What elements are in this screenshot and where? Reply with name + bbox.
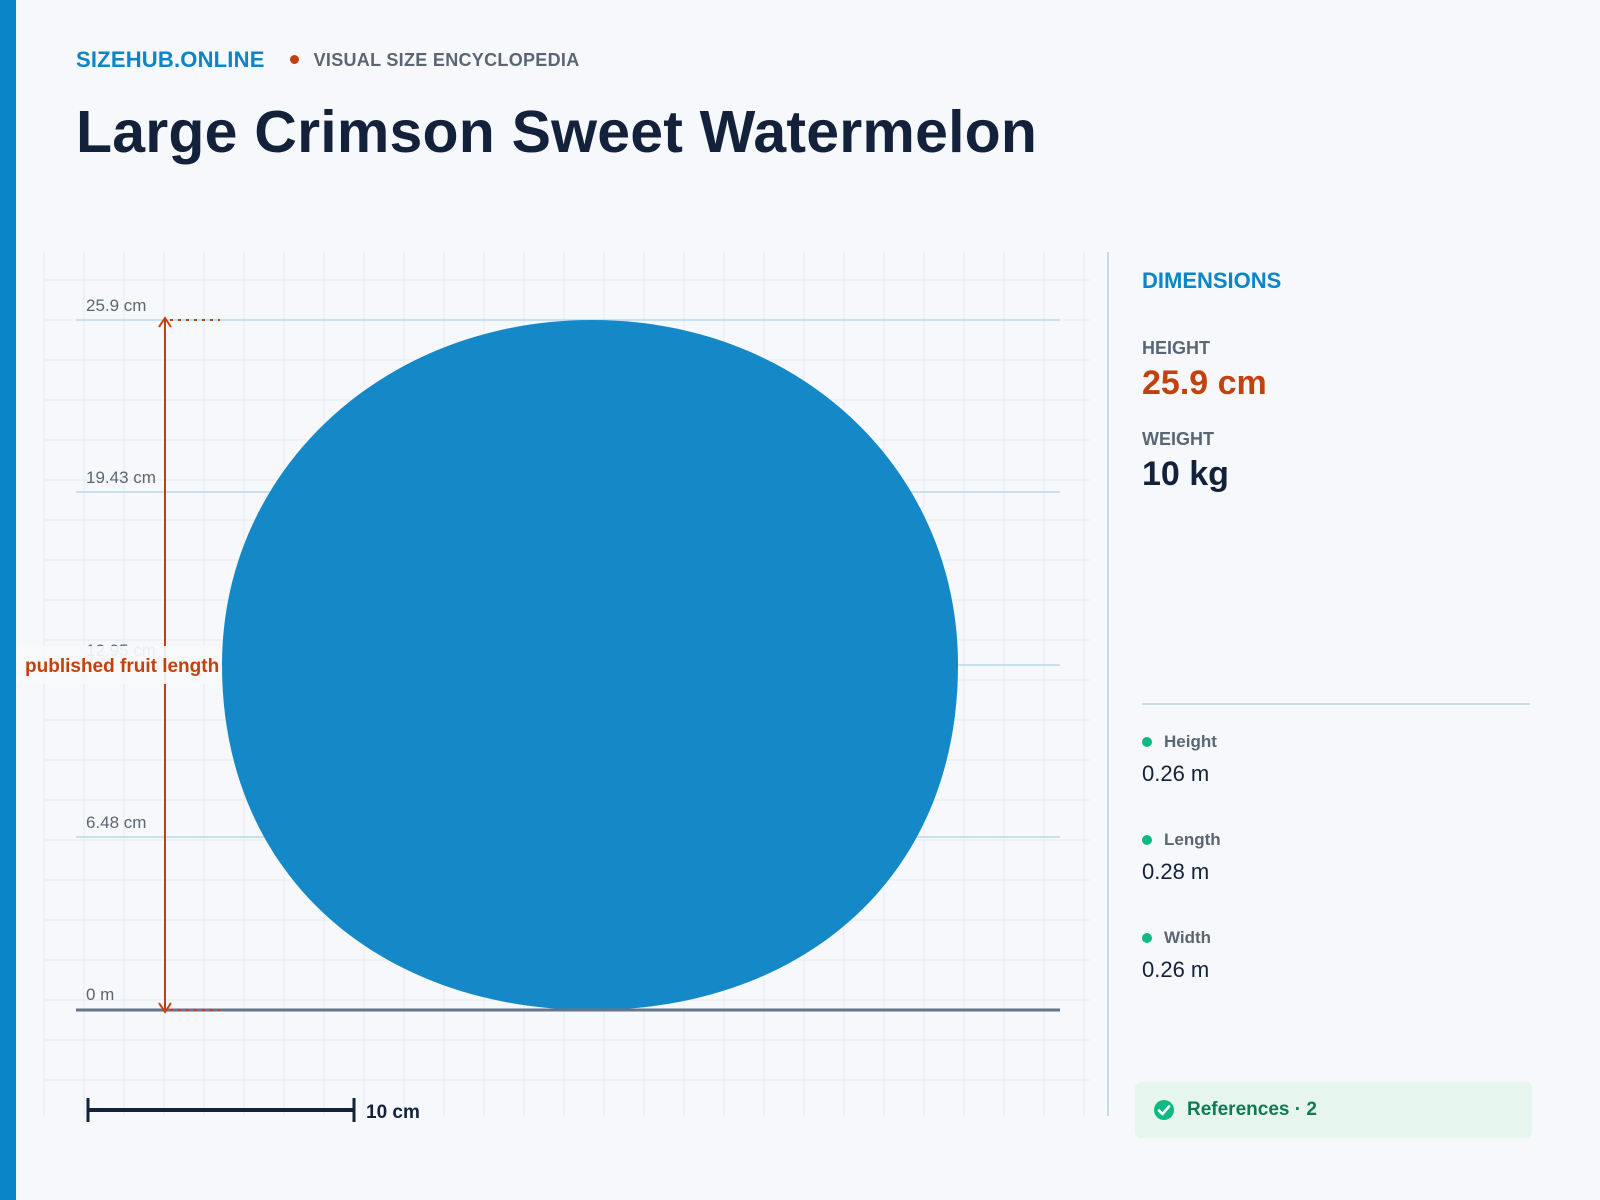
y-axis-label: 25.9 cm	[86, 296, 146, 315]
height-value: 25.9 cm	[1142, 364, 1267, 402]
panel-title: DIMENSIONS	[1142, 268, 1282, 293]
references-button[interactable]: References · 2	[1135, 1082, 1532, 1138]
check-circle-icon	[1154, 1100, 1174, 1120]
y-axis-label: 6.48 cm	[86, 813, 146, 832]
arrow-up-icon	[158, 316, 172, 328]
panel-divider	[1107, 252, 1109, 1116]
spec-item-length: Length 0.28 m	[1142, 830, 1522, 885]
site-brand-link[interactable]: SIZEHUB.ONLINE	[76, 47, 265, 72]
watermelon-silhouette	[222, 320, 958, 1010]
accent-bar	[0, 0, 16, 1200]
status-dot-icon	[1142, 933, 1152, 943]
weight-label: WEIGHT	[1142, 429, 1214, 449]
spec-name: Width	[1164, 928, 1212, 947]
dimension-label: published fruit length	[25, 656, 219, 677]
status-dot-icon	[1142, 737, 1152, 747]
site-tagline: VISUAL SIZE ENCYCLOPEDIA	[313, 49, 580, 70]
dimension-label-bg	[16, 646, 222, 684]
references-label: References · 2	[1187, 1099, 1317, 1120]
arrow-down-icon	[158, 1002, 172, 1014]
spec-value: 0.26 m	[1142, 761, 1210, 786]
spec-name: Length	[1164, 830, 1221, 849]
status-dot-icon	[1142, 835, 1152, 845]
y-axis-label: 19.43 cm	[86, 468, 156, 487]
spec-value: 0.28 m	[1142, 859, 1210, 884]
height-label: HEIGHT	[1142, 338, 1211, 358]
scale-bar-label: 10 cm	[366, 1102, 420, 1123]
spec-value: 0.26 m	[1142, 957, 1210, 982]
spec-item-width: Width 0.26 m	[1142, 928, 1522, 983]
separator-dot	[289, 54, 299, 64]
spec-item-height: Height 0.26 m	[1142, 732, 1522, 787]
spec-name: Height	[1164, 732, 1217, 751]
panel-divider-rule	[1142, 703, 1530, 705]
page-title: Large Crimson Sweet Watermelon	[76, 99, 1038, 165]
site-header: SIZEHUB.ONLINE VISUAL SIZE ENCYCLOPEDIA	[76, 47, 580, 73]
weight-value: 10 kg	[1142, 455, 1229, 493]
size-diagram: 25.9 cm 19.43 cm 12.95 cm 6.48 cm 0 m pu…	[16, 252, 1090, 1123]
y-axis-label: 0 m	[86, 985, 114, 1004]
